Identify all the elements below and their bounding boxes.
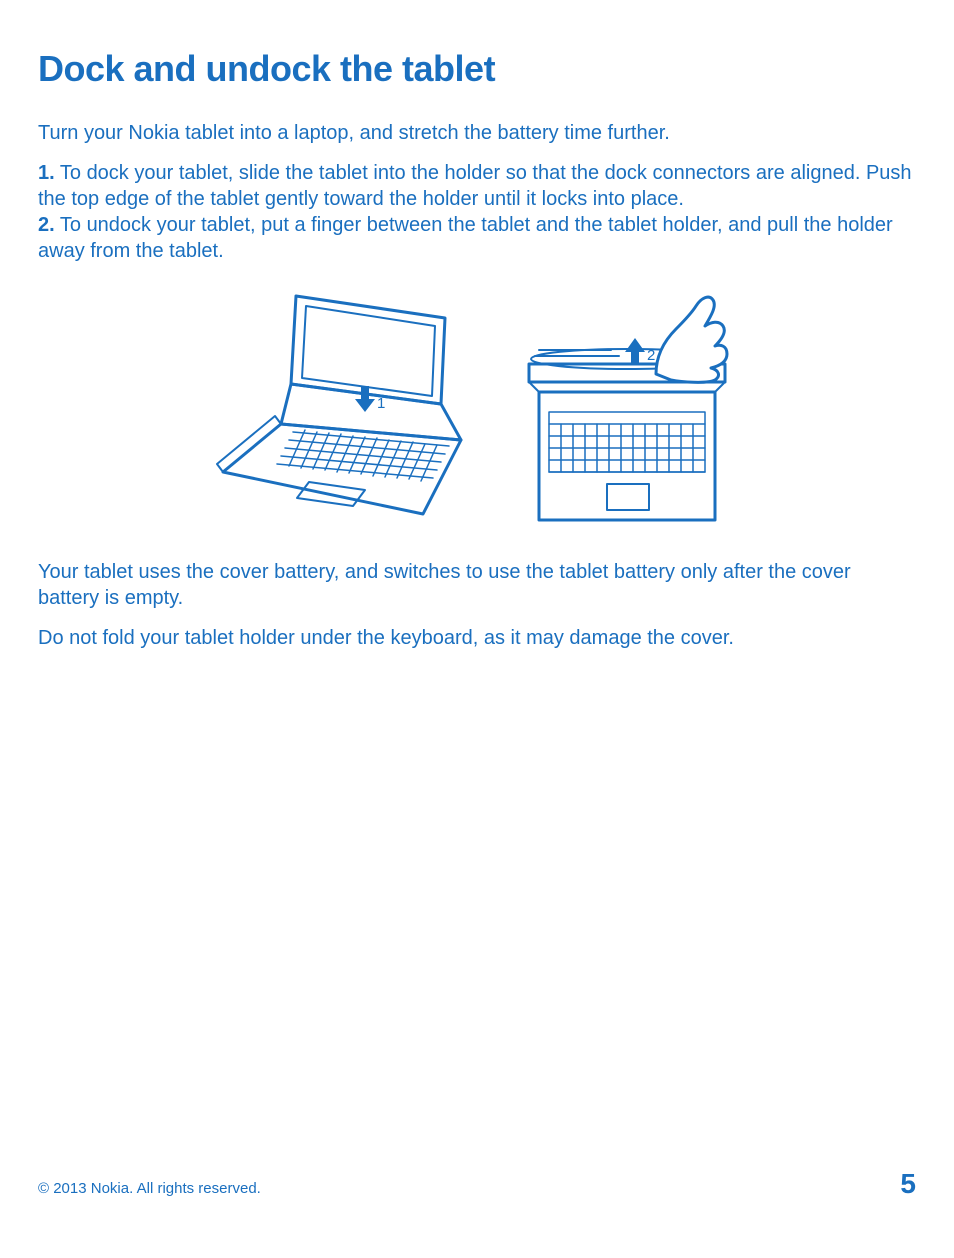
- page-number: 5: [900, 1168, 916, 1200]
- intro-text: Turn your Nokia tablet into a laptop, an…: [38, 120, 916, 146]
- svg-text:2: 2: [647, 347, 655, 364]
- svg-text:1: 1: [377, 395, 385, 412]
- step-text: To dock your tablet, slide the tablet in…: [38, 162, 912, 210]
- illustration-row: 1: [38, 284, 916, 529]
- note-text: Do not fold your tablet holder under the…: [38, 625, 916, 651]
- step-number: 2.: [38, 214, 55, 236]
- note-text: Your tablet uses the cover battery, and …: [38, 559, 916, 611]
- page-footer: © 2013 Nokia. All rights reserved. 5: [38, 1168, 916, 1200]
- step-text: To undock your tablet, put a finger betw…: [38, 214, 893, 262]
- dock-illustration-icon: 1: [213, 284, 493, 529]
- page-title: Dock and undock the tablet: [38, 48, 916, 90]
- copyright-text: © 2013 Nokia. All rights reserved.: [38, 1180, 261, 1197]
- undock-illustration-icon: 2: [511, 284, 741, 529]
- step-number: 1.: [38, 162, 55, 184]
- steps-block: 1. To dock your tablet, slide the tablet…: [38, 160, 916, 264]
